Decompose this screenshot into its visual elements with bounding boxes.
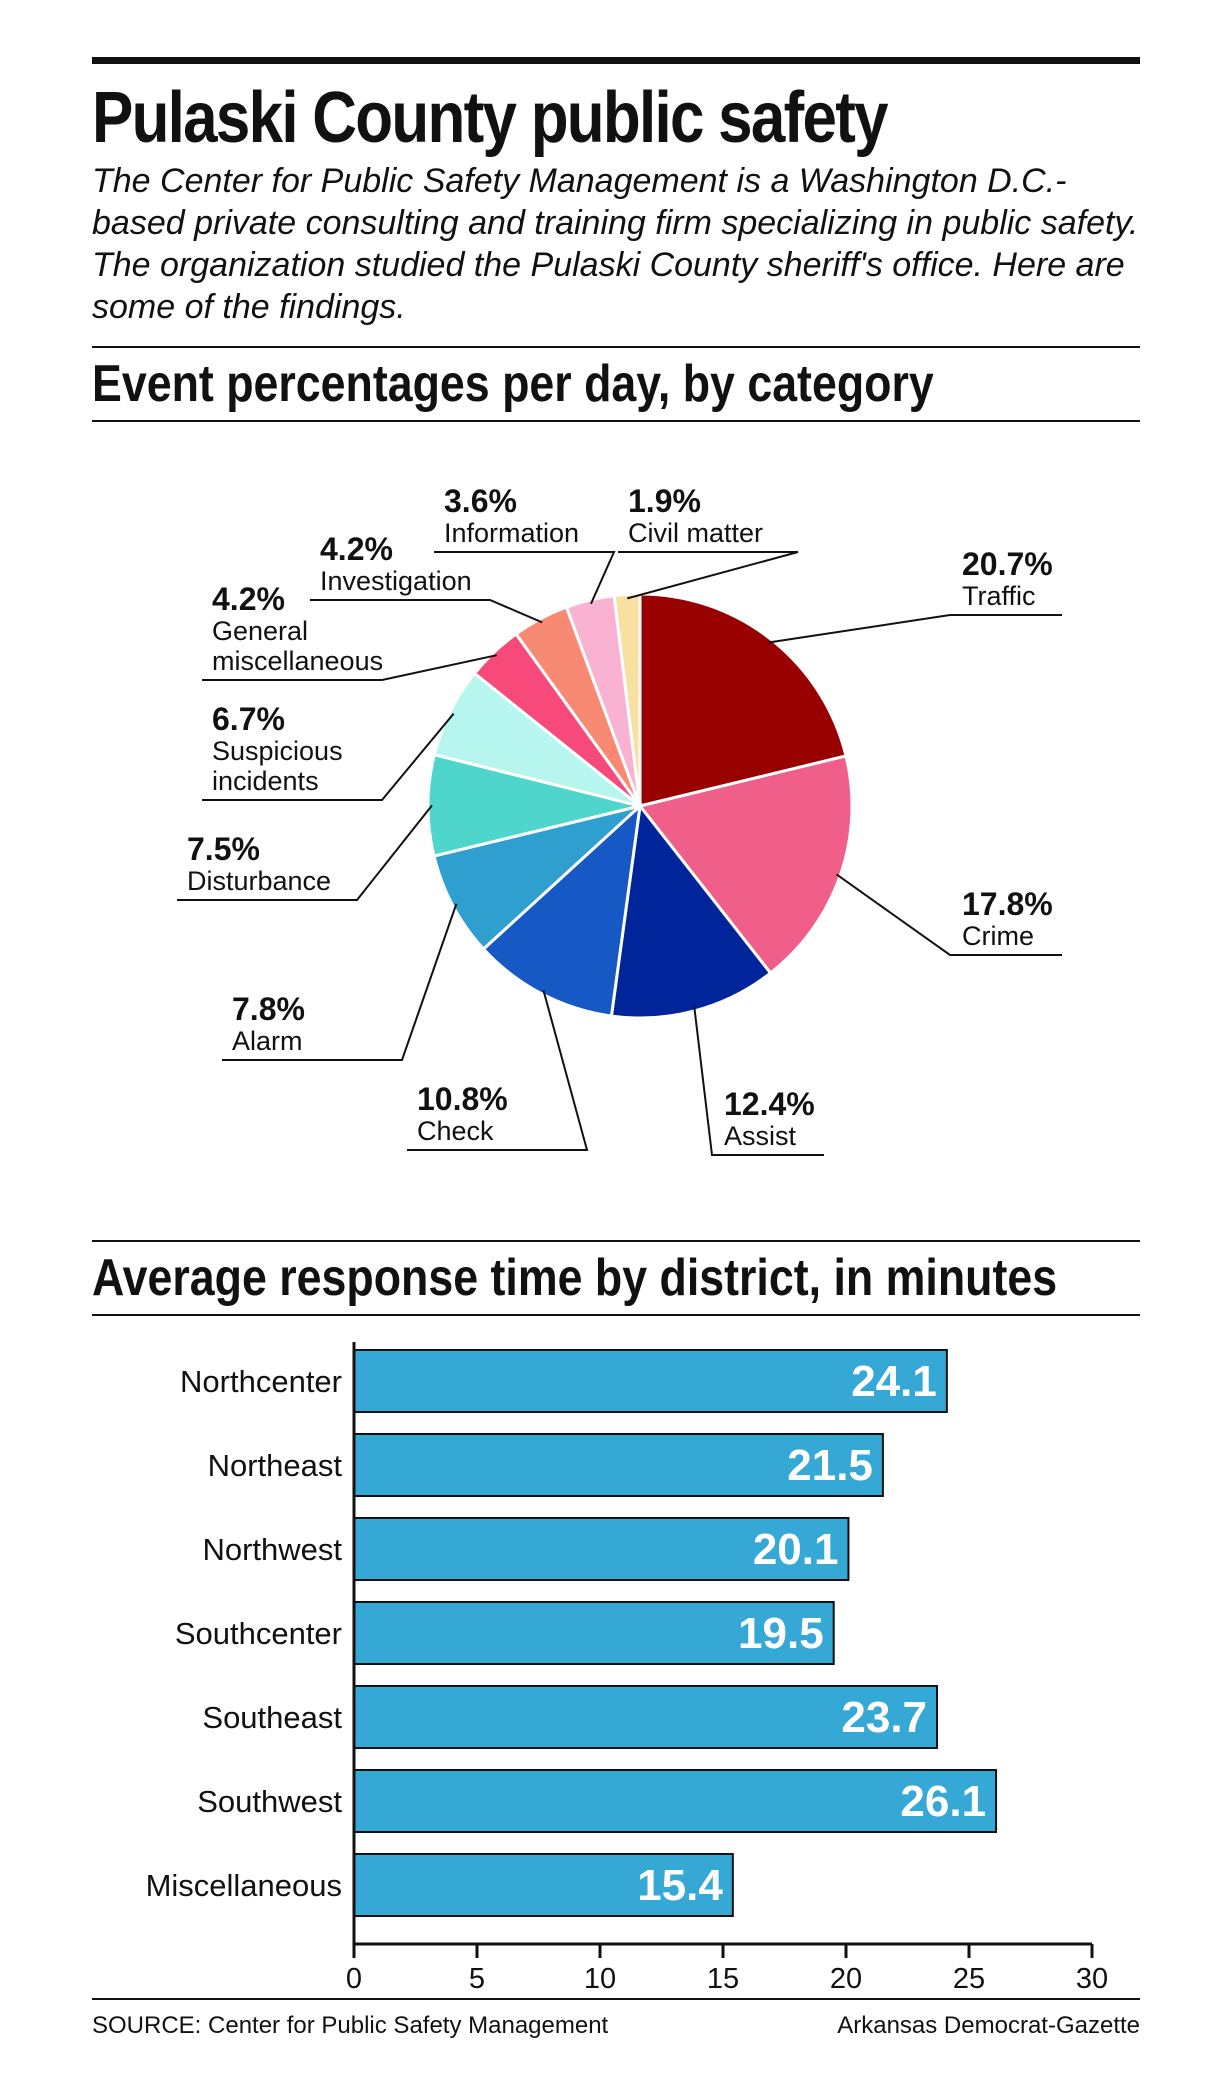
pie-value-label-suspicious-incidents: 6.7% — [212, 701, 285, 737]
pie-value-label-civil-matter: 1.9% — [628, 483, 701, 519]
x-tick-label-10: 10 — [584, 1963, 616, 1990]
x-tick-label-30: 30 — [1076, 1963, 1108, 1990]
leader-line-crime — [835, 873, 1062, 956]
leader-line-disturbance — [177, 804, 433, 901]
top-rule — [92, 57, 1140, 64]
bar-chart-title: Average response time by district, in mi… — [92, 1249, 1058, 1307]
category-label-northwest: Northwest — [202, 1532, 342, 1567]
pie-category-label-crime: Crime — [962, 921, 1034, 951]
bar-southeast — [353, 1685, 939, 1749]
category-label-northeast: Northeast — [208, 1448, 343, 1483]
pie-value-label-investigation: 4.2% — [320, 531, 393, 567]
publisher-credit: Arkansas Democrat-Gazette — [837, 2012, 1140, 2039]
pie-category-label-check: Check — [417, 1116, 494, 1146]
pie-slice-check — [481, 802, 643, 1018]
leader-line-investigation — [310, 599, 543, 624]
bar-value-label-northwest: 20.1 — [753, 1525, 839, 1574]
pie-chart-title: Event percentages per day, by category — [92, 355, 934, 413]
section-rule — [92, 1314, 1140, 1316]
leader-line-check — [407, 989, 589, 1151]
pie-slice-alarm — [432, 804, 642, 952]
section-rule — [92, 346, 1140, 348]
footer-rule — [92, 1998, 1140, 2000]
pie-category-label-disturbance: Disturbance — [187, 866, 331, 896]
pie-slice-traffic — [638, 592, 848, 808]
bar-value-label-southcenter: 19.5 — [738, 1609, 824, 1658]
pie-value-label-assist: 12.4% — [724, 1086, 815, 1122]
category-label-southeast: Southeast — [202, 1700, 342, 1735]
intro-text: The Center for Public Safety Management … — [92, 162, 1139, 326]
bar-miscellaneous — [353, 1853, 734, 1917]
pie-chart: 20.7%Traffic 17.8%Crime 12.4%Assist 10.8%Ch… — [177, 483, 1062, 1156]
category-label-southwest: Southwest — [197, 1784, 342, 1819]
pie-category-label-traffic: Traffic — [962, 581, 1036, 611]
pie-category-label-investigation: Investigation — [320, 566, 472, 596]
bar-southwest — [353, 1769, 998, 1833]
x-tick-label-5: 5 — [469, 1963, 485, 1990]
pie-value-label-alarm: 7.8% — [232, 991, 305, 1027]
page-title: Pulaski County public safety — [92, 78, 889, 158]
bar-value-label-northcenter: 24.1 — [851, 1357, 937, 1406]
pie-category-label-general-miscellaneous: miscellaneous — [212, 646, 383, 676]
bar-value-label-southwest: 26.1 — [900, 1777, 986, 1826]
leader-line-alarm — [222, 903, 458, 1061]
pie-category-label-civil-matter: Civil matter — [628, 518, 763, 548]
leader-line-assist — [693, 1006, 824, 1156]
section-rule — [92, 1240, 1140, 1242]
bar-value-label-miscellaneous: 15.4 — [637, 1861, 723, 1910]
source-note: SOURCE: Center for Public Safety Managem… — [92, 2012, 609, 2039]
pie-category-label-suspicious-incidents: Suspicious — [212, 736, 343, 766]
bar-value-label-northeast: 21.5 — [787, 1441, 873, 1490]
leader-line-traffic — [768, 614, 1062, 644]
pie-value-label-disturbance: 7.5% — [187, 831, 260, 867]
pie-category-label-suspicious-incidents: incidents — [212, 766, 319, 796]
pie-category-label-general-miscellaneous: General — [212, 616, 308, 646]
pie-value-label-crime: 17.8% — [962, 886, 1053, 922]
leader-line-civil-matter — [618, 551, 799, 600]
x-tick-label-0: 0 — [346, 1963, 362, 1990]
pie-category-label-information: Information — [444, 518, 579, 548]
category-label-southcenter: Southcenter — [175, 1616, 342, 1651]
x-tick-label-25: 25 — [953, 1963, 985, 1990]
pie-slice-crime — [637, 754, 854, 976]
pie-category-label-alarm: Alarm — [232, 1026, 303, 1056]
pie-category-label-assist: Assist — [724, 1121, 797, 1151]
pie-value-label-information: 3.6% — [444, 483, 517, 519]
x-tick-label-15: 15 — [707, 1963, 739, 1990]
footer: SOURCE: Center for Public Safety Managem… — [92, 2012, 1140, 2040]
leader-line-general-miscellaneous — [202, 654, 497, 681]
leader-line-suspicious-incidents — [202, 712, 455, 801]
bar-chart: Northcenter 24.1 Northeast 21.5 Northwest 20.… — [146, 1342, 1108, 1990]
leader-line-information — [434, 551, 616, 605]
bar-northeast — [353, 1433, 884, 1497]
category-label-northcenter: Northcenter — [180, 1364, 342, 1399]
category-label-miscellaneous: Miscellaneous — [146, 1868, 342, 1903]
pie-slice-disturbance — [426, 752, 641, 858]
bar-northwest — [353, 1517, 850, 1581]
pie-value-label-traffic: 20.7% — [962, 546, 1053, 582]
pie-value-label-check: 10.8% — [417, 1081, 508, 1117]
section-rule — [92, 420, 1140, 422]
x-tick-label-20: 20 — [830, 1963, 862, 1990]
bar-southcenter — [353, 1601, 835, 1665]
pie-value-label-general-miscellaneous: 4.2% — [212, 581, 285, 617]
bar-value-label-southeast: 23.7 — [841, 1693, 927, 1742]
